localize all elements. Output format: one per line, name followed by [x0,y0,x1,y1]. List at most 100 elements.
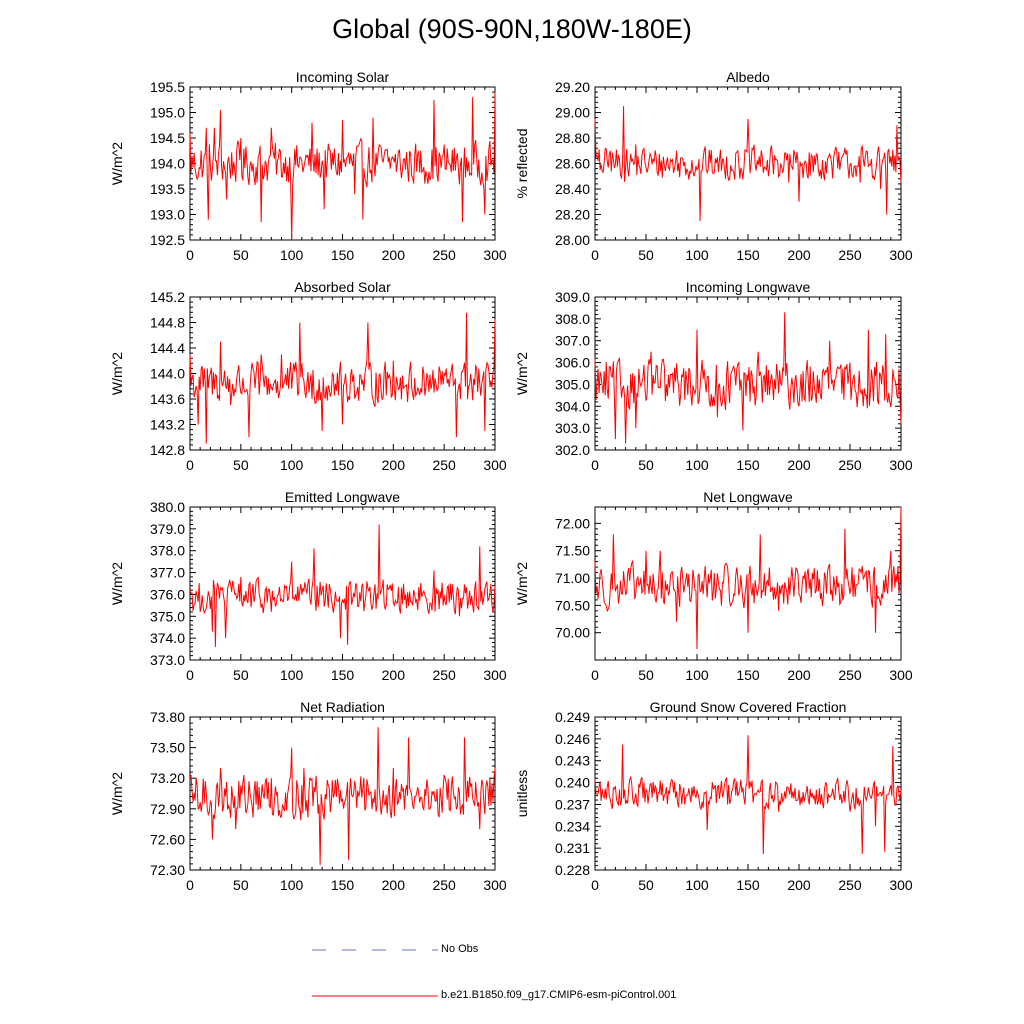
x-tick-label: 200 [382,247,406,263]
y-tick-label: 144.8 [150,315,185,331]
y-tick-label: 195.0 [150,105,185,121]
series-line [189,524,496,647]
series-line [594,506,902,650]
y-tick-label: 72.60 [150,831,185,847]
x-tick-label: 100 [685,667,709,683]
x-tick-label: 300 [889,457,913,473]
y-tick-label: 377.0 [150,565,185,581]
x-tick-label: 200 [787,667,811,683]
y-tick-label: 72.90 [150,801,185,817]
y-axis-label: W/m^2 [514,562,530,605]
y-tick-label: 71.00 [555,570,590,586]
x-tick-label: 150 [331,667,355,683]
x-tick-label: 50 [233,247,249,263]
x-tick-label: 300 [483,877,507,893]
plot-frame [189,716,496,871]
x-tick-label: 250 [838,457,862,473]
plot-frame [189,296,496,451]
panel-title: Absorbed Solar [294,279,391,295]
y-tick-label: 303.0 [555,420,590,436]
y-tick-label: 73.20 [150,770,185,786]
y-tick-label: 28.40 [555,181,590,197]
x-tick-label: 100 [280,667,304,683]
x-tick-label: 0 [186,667,194,683]
x-tick-label: 200 [382,877,406,893]
y-tick-label: 379.0 [150,521,185,537]
legend-model-label: b.e21.B1850.f09_g17.CMIP6-esm-piControl.… [441,989,677,1001]
y-tick-label: 373.0 [150,652,185,668]
series-line [189,312,496,444]
y-tick-label: 28.60 [555,156,590,172]
x-tick-label: 50 [233,667,249,683]
y-tick-label: 142.8 [150,442,185,458]
x-tick-label: 150 [736,457,760,473]
y-tick-label: 376.0 [150,586,185,602]
x-tick-label: 300 [889,247,913,263]
legend-obs-label: No Obs [441,943,479,955]
x-tick-label: 150 [331,457,355,473]
plot-frame [594,296,902,451]
x-tick-label: 50 [638,877,654,893]
y-tick-label: 302.0 [555,442,590,458]
x-tick-label: 300 [483,667,507,683]
y-tick-label: 72.00 [555,515,590,531]
y-tick-label: 72.30 [150,862,185,878]
x-tick-label: 250 [838,667,862,683]
x-tick-label: 0 [591,877,599,893]
series-line [594,106,902,221]
y-axis-label: W/m^2 [109,772,125,815]
x-tick-label: 150 [736,667,760,683]
x-tick-label: 150 [331,877,355,893]
x-tick-label: 200 [787,457,811,473]
y-tick-label: 73.50 [150,740,185,756]
y-tick-label: 28.80 [555,130,590,146]
chart-panel-7: Net Radiation W/m^2 0 50 100 150 200 250 300 72.3… [109,699,507,893]
y-axis-label: W/m^2 [514,352,530,395]
x-tick-label: 100 [685,247,709,263]
panel-title: Incoming Solar [296,69,390,85]
y-tick-label: 28.20 [555,207,590,223]
x-tick-label: 300 [889,877,913,893]
y-tick-label: 308.0 [555,311,590,327]
y-tick-label: 29.00 [555,105,590,121]
x-tick-label: 250 [432,247,456,263]
x-tick-label: 250 [432,667,456,683]
x-tick-label: 200 [787,247,811,263]
y-tick-label: 0.246 [555,731,590,747]
panel-title: Emitted Longwave [285,489,400,505]
y-tick-label: 305.0 [555,376,590,392]
x-tick-label: 100 [280,247,304,263]
plot-frame [594,86,902,241]
chart-panel-8: Ground Snow Covered Fraction unitless 0 50 1… [514,699,913,893]
x-tick-label: 50 [638,457,654,473]
x-tick-label: 50 [233,877,249,893]
x-tick-label: 100 [685,457,709,473]
y-tick-label: 71.50 [555,543,590,559]
x-tick-label: 200 [382,667,406,683]
y-tick-label: 309.0 [555,289,590,305]
y-tick-label: 29.20 [555,79,590,95]
x-tick-label: 50 [638,247,654,263]
plot-frame [189,506,496,661]
x-tick-label: 300 [483,457,507,473]
x-tick-label: 250 [432,457,456,473]
panel-title: Ground Snow Covered Fraction [650,699,847,715]
y-tick-label: 0.234 [555,818,590,834]
y-tick-label: 194.5 [150,130,185,146]
y-tick-label: 28.00 [555,232,590,248]
y-tick-label: 70.00 [555,625,590,641]
y-tick-label: 195.5 [150,79,185,95]
y-axis-label: W/m^2 [109,352,125,395]
y-tick-label: 0.249 [555,709,590,725]
y-tick-label: 73.80 [150,709,185,725]
y-axis-label: % reflected [514,128,530,198]
y-tick-label: 143.6 [150,391,185,407]
y-tick-label: 374.0 [150,630,185,646]
x-tick-label: 250 [432,877,456,893]
y-tick-label: 306.0 [555,355,590,371]
x-tick-label: 250 [838,877,862,893]
y-tick-label: 304.0 [555,398,590,414]
chart-panel-5: Emitted Longwave W/m^2 0 50 100 150 200 250 300 3… [109,489,507,683]
x-tick-label: 200 [382,457,406,473]
